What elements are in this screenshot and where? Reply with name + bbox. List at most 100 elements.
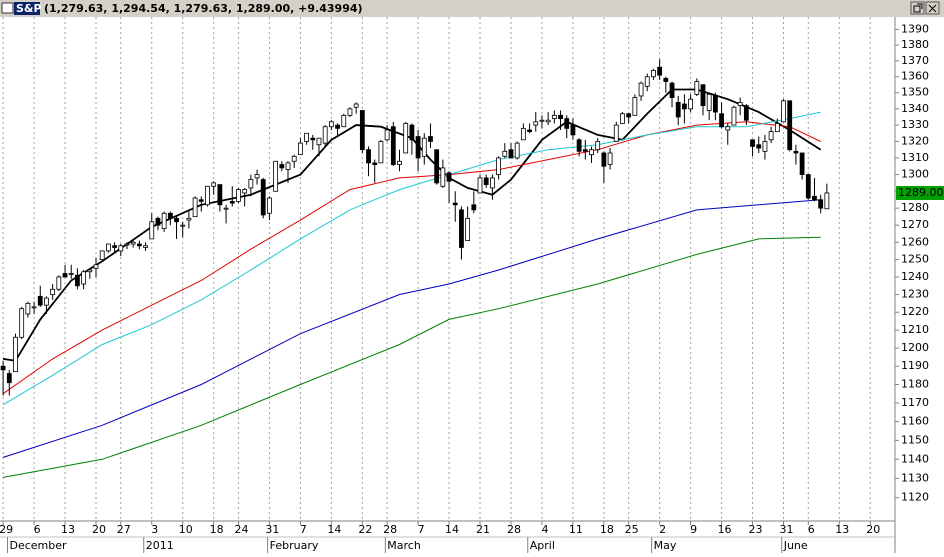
- y-tick-label: 1270: [901, 218, 929, 231]
- candle-body: [99, 250, 105, 260]
- candle-body: [613, 124, 619, 142]
- y-tick-label: 1200: [901, 341, 929, 354]
- y-tick-label: 1360: [901, 70, 929, 83]
- y-tick-label: 1220: [901, 305, 929, 318]
- y-tick-label: 1150: [901, 433, 929, 446]
- x-tick-label: 28: [507, 523, 521, 536]
- candle-body: [130, 241, 136, 245]
- candle-body: [304, 132, 309, 142]
- candle-body: [750, 139, 755, 147]
- candle-body: [576, 139, 582, 152]
- x-tick-label: 9: [690, 523, 697, 536]
- x-tick-label: 13: [835, 523, 849, 536]
- last-price-box: [896, 185, 944, 200]
- candle-body: [328, 121, 334, 128]
- candle-body: [812, 195, 817, 201]
- candle-body: [211, 182, 217, 187]
- candle-body: [267, 197, 272, 214]
- candle-body: [409, 124, 415, 141]
- candle-body: [378, 141, 384, 164]
- candle-body: [657, 66, 663, 76]
- y-tick-label: 1280: [901, 201, 929, 214]
- candle-body: [353, 103, 359, 108]
- candle-body: [527, 129, 532, 133]
- candle-body: [192, 197, 198, 218]
- candle-body: [490, 177, 495, 189]
- candle-body: [279, 164, 285, 169]
- x-tick-label: 20: [866, 523, 880, 536]
- x-tick-label: 23: [749, 523, 763, 536]
- month-label: December: [9, 539, 67, 552]
- candle-body: [93, 264, 99, 269]
- candle-body: [781, 100, 786, 123]
- candle-body: [254, 174, 260, 179]
- month-label: March: [387, 539, 421, 552]
- candle-body: [341, 114, 347, 128]
- candle-body: [0, 365, 6, 371]
- plot-area: 29 6 13 20 27 3 10 18 24 31 7 14 22 28 7 14 21 28 4 11 18 25 2…: [0, 17, 944, 553]
- moving-average-line: [3, 236, 821, 478]
- candle-body: [824, 192, 830, 210]
- month-label: May: [654, 539, 677, 552]
- month-label: April: [530, 539, 555, 552]
- candle-body: [81, 271, 87, 285]
- last-price-label: 1289.000: [898, 186, 944, 199]
- x-tick-label: 7: [418, 523, 425, 536]
- candle-body: [167, 212, 173, 219]
- x-tick-label: 21: [476, 523, 490, 536]
- candle-body: [564, 118, 570, 129]
- x-tick-label: 29: [0, 523, 13, 536]
- moving-average-line: [2, 199, 821, 458]
- candle-body: [533, 121, 539, 126]
- x-tick-label: 6: [34, 523, 41, 536]
- x-tick-label: 10: [179, 523, 193, 536]
- candle-body: [155, 217, 161, 226]
- y-tick-label: 1160: [901, 415, 929, 428]
- candle-body: [452, 202, 458, 206]
- candle-body: [87, 269, 93, 273]
- candle-body: [570, 124, 576, 136]
- candle-body: [316, 137, 322, 146]
- candle-body: [434, 149, 440, 184]
- candle-body: [483, 177, 489, 185]
- candle-body: [539, 119, 545, 122]
- candle-body: [595, 141, 601, 151]
- y-tick-label: 1370: [901, 54, 929, 67]
- candle-body: [50, 288, 56, 295]
- x-tick-label: 7: [300, 523, 307, 536]
- x-tick-label: 31: [780, 523, 794, 536]
- candle-body: [143, 245, 148, 248]
- candle-body: [223, 207, 229, 210]
- candle-body: [421, 137, 427, 157]
- y-tick-label: 1260: [901, 235, 929, 248]
- candle-body: [372, 162, 378, 165]
- y-tick-label: 1320: [901, 134, 929, 147]
- candle-body: [607, 152, 613, 165]
- candle-body: [248, 179, 254, 189]
- candle-body: [161, 212, 167, 229]
- x-tick-label: 14: [327, 523, 341, 536]
- x-tick-label: 4: [541, 523, 548, 536]
- candle-body: [601, 152, 607, 167]
- window-icon: [1, 2, 14, 14]
- candle-body: [731, 106, 737, 126]
- candle-body: [124, 243, 130, 246]
- candle-body: [136, 243, 142, 247]
- candle-body: [285, 162, 291, 170]
- y-tick-label: 1170: [901, 396, 929, 409]
- candle-body: [520, 127, 526, 141]
- moving-average-line: [2, 111, 821, 406]
- y-tick-label: 1230: [901, 288, 929, 301]
- month-label: June: [783, 539, 808, 552]
- x-tick-label: 18: [600, 523, 614, 536]
- title-bar: [0, 0, 944, 17]
- candle-body: [737, 101, 743, 107]
- candle-body: [651, 69, 656, 78]
- candle-body: [37, 295, 43, 306]
- candle-body: [774, 123, 780, 133]
- x-tick-label: 13: [61, 523, 75, 536]
- candle-body: [762, 141, 768, 152]
- candle-body: [477, 177, 483, 194]
- x-tick-label: 14: [445, 523, 459, 536]
